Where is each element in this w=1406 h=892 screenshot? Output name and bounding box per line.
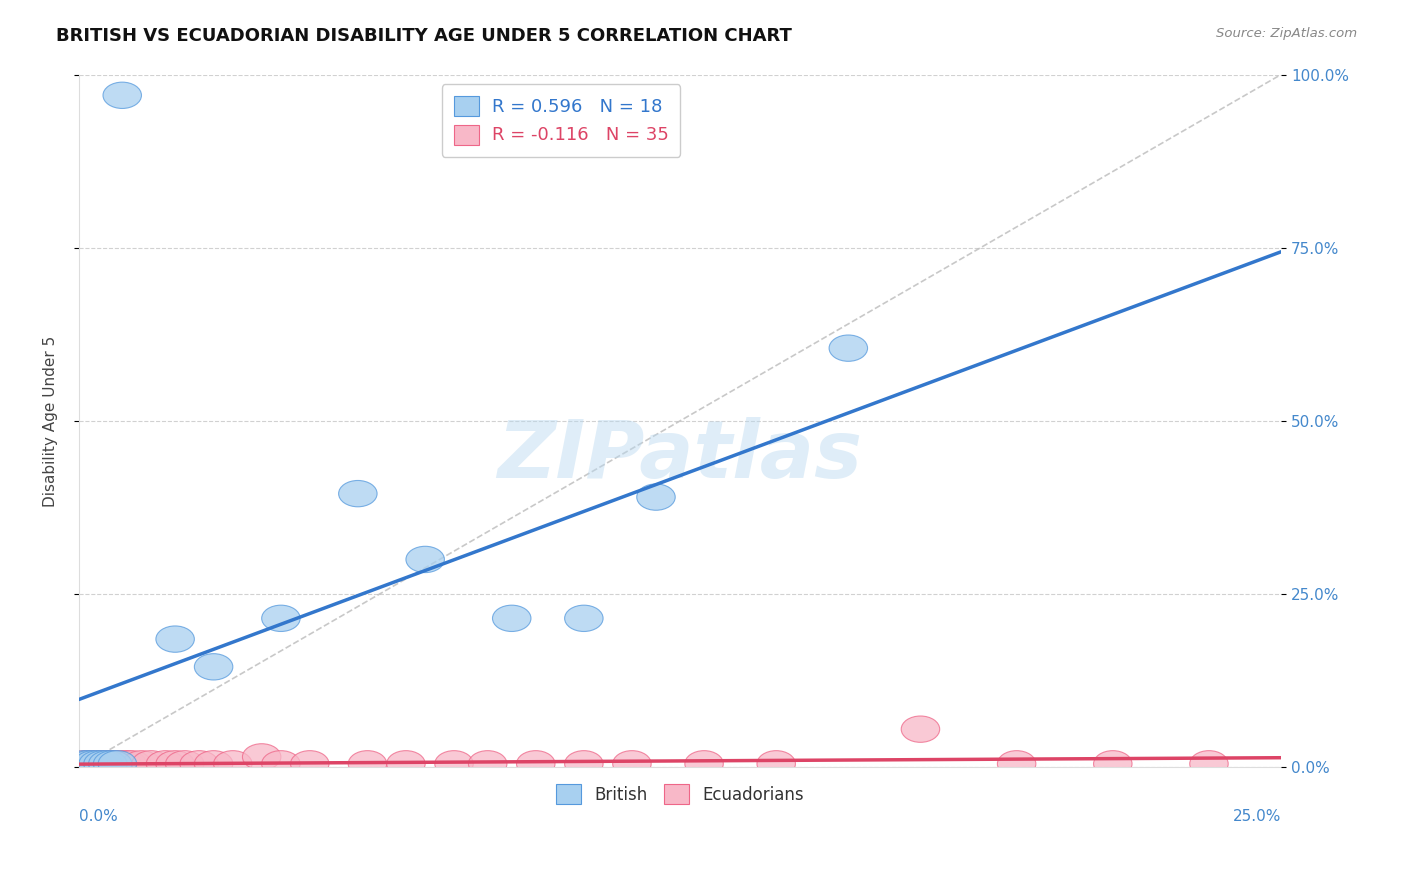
Text: ZIPatlas: ZIPatlas (498, 417, 862, 494)
Ellipse shape (242, 744, 281, 770)
Ellipse shape (75, 751, 112, 777)
Ellipse shape (468, 751, 508, 777)
Ellipse shape (492, 605, 531, 632)
Ellipse shape (89, 751, 127, 777)
Ellipse shape (214, 751, 252, 777)
Ellipse shape (756, 751, 796, 777)
Ellipse shape (84, 751, 122, 777)
Ellipse shape (613, 751, 651, 777)
Ellipse shape (79, 751, 118, 777)
Legend: British, Ecuadorians: British, Ecuadorians (550, 777, 811, 811)
Ellipse shape (262, 605, 299, 632)
Ellipse shape (901, 716, 939, 742)
Ellipse shape (434, 751, 474, 777)
Ellipse shape (84, 751, 122, 777)
Ellipse shape (180, 751, 218, 777)
Ellipse shape (108, 751, 146, 777)
Ellipse shape (98, 751, 136, 777)
Ellipse shape (98, 751, 136, 777)
Ellipse shape (65, 751, 103, 777)
Ellipse shape (69, 751, 108, 777)
Ellipse shape (93, 751, 132, 777)
Ellipse shape (291, 751, 329, 777)
Ellipse shape (406, 546, 444, 573)
Ellipse shape (1094, 751, 1132, 777)
Ellipse shape (194, 751, 233, 777)
Ellipse shape (997, 751, 1036, 777)
Ellipse shape (1189, 751, 1229, 777)
Ellipse shape (122, 751, 160, 777)
Ellipse shape (103, 751, 142, 777)
Ellipse shape (112, 751, 150, 777)
Ellipse shape (565, 751, 603, 777)
Ellipse shape (830, 335, 868, 361)
Ellipse shape (637, 484, 675, 510)
Ellipse shape (565, 605, 603, 632)
Ellipse shape (194, 654, 233, 680)
Text: Source: ZipAtlas.com: Source: ZipAtlas.com (1216, 27, 1357, 40)
Ellipse shape (349, 751, 387, 777)
Ellipse shape (89, 751, 127, 777)
Ellipse shape (516, 751, 555, 777)
Y-axis label: Disability Age Under 5: Disability Age Under 5 (44, 335, 58, 507)
Ellipse shape (156, 751, 194, 777)
Ellipse shape (685, 751, 723, 777)
Ellipse shape (79, 751, 118, 777)
Text: 25.0%: 25.0% (1233, 809, 1281, 824)
Ellipse shape (387, 751, 425, 777)
Ellipse shape (65, 751, 103, 777)
Ellipse shape (132, 751, 170, 777)
Ellipse shape (69, 751, 108, 777)
Ellipse shape (156, 626, 194, 652)
Ellipse shape (75, 751, 112, 777)
Ellipse shape (262, 751, 299, 777)
Ellipse shape (93, 751, 132, 777)
Ellipse shape (166, 751, 204, 777)
Ellipse shape (146, 751, 184, 777)
Text: BRITISH VS ECUADORIAN DISABILITY AGE UNDER 5 CORRELATION CHART: BRITISH VS ECUADORIAN DISABILITY AGE UND… (56, 27, 792, 45)
Ellipse shape (103, 82, 142, 109)
Text: 0.0%: 0.0% (79, 809, 118, 824)
Ellipse shape (339, 481, 377, 507)
